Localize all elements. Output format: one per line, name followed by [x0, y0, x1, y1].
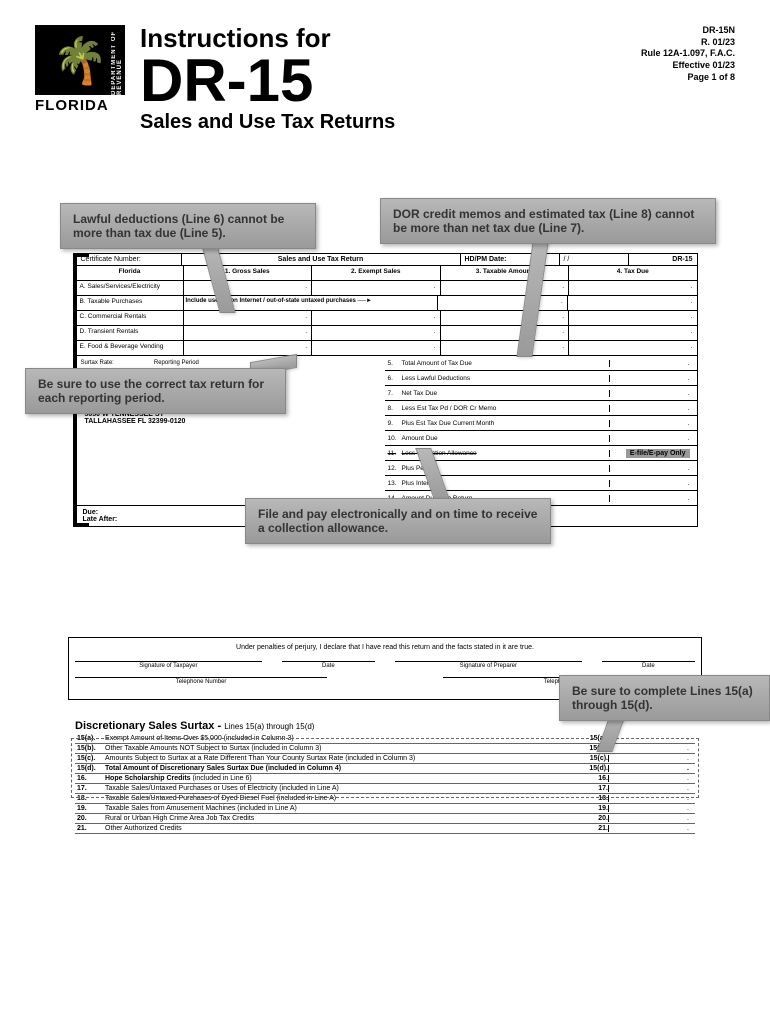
line-7: 7.Net Tax Due.: [385, 386, 697, 401]
reporting-label: Reporting Period: [154, 360, 199, 366]
surtax-title: Discretionary Sales Surtax - Lines 15(a)…: [75, 720, 695, 732]
cell: .: [569, 281, 697, 295]
callout-deductions: Lawful deductions (Line 6) cannot be mor…: [60, 203, 316, 249]
penalty-statement: Under penalties of perjury, I declare th…: [75, 644, 695, 651]
cell: .: [569, 341, 697, 355]
line-9: 9.Plus Est Tax Due Current Month.: [385, 416, 697, 431]
row-a-label: A. Sales/Services/Electricity: [77, 281, 184, 295]
row-17: 17.Taxable Sales/Untaxed Purchases or Us…: [75, 784, 695, 794]
title-block: Instructions for DR-15 Sales and Use Tax…: [140, 25, 626, 133]
row-e: E. Food & Beverage Vending . . . .: [77, 341, 697, 356]
addr3: TALLAHASSEE FL 32399-0120: [85, 418, 377, 425]
line-6: 6.Less Lawful Deductions.: [385, 371, 697, 386]
cell: .: [312, 281, 441, 295]
row-15d: 15(d).Total Amount of Discretionary Sale…: [75, 764, 695, 774]
state-label: Florida: [77, 266, 184, 280]
meta-formid: DR-15N: [641, 25, 735, 37]
surtax-rate-label: Surtax Rate:: [81, 360, 114, 366]
cell: .: [441, 326, 570, 340]
line-5: 5.Total Amount of Tax Due.: [385, 356, 697, 371]
col-taxable: 3. Taxable Amount: [441, 266, 570, 280]
phone1: Telephone Number: [75, 677, 327, 685]
meta-rev: R. 01/23: [641, 37, 735, 49]
dept-label: DEPARTMENT OF REVENUE: [111, 30, 123, 95]
form-title: Sales and Use Tax Return: [182, 254, 461, 265]
cell: .: [569, 326, 697, 340]
row-c: C. Commercial Rentals . . . .: [77, 311, 697, 326]
meta-rule: Rule 12A-1.097, F.A.C.: [641, 48, 735, 60]
cell: .: [184, 341, 313, 355]
dr15-label: DR-15: [629, 254, 697, 265]
cell: .: [441, 341, 570, 355]
column-headers: Florida 1. Gross Sales 2. Exempt Sales 3…: [77, 266, 697, 281]
form-header-row: Certificate Number: Sales and Use Tax Re…: [77, 254, 697, 266]
callout-efile: File and pay electronically and on time …: [245, 498, 551, 544]
row-20: 20.Rural or Urban High Crime Area Job Ta…: [75, 814, 695, 824]
col-exempt: 2. Exempt Sales: [312, 266, 441, 280]
logo-block: 🌴 DEPARTMENT OF REVENUE FLORIDA: [35, 25, 125, 114]
surtax-section: Be sure to complete Lines 15(a) through …: [75, 720, 695, 834]
cell: .: [184, 281, 313, 295]
cell: .: [312, 341, 441, 355]
line-10: 10.Amount Due.: [385, 431, 697, 446]
callout-credit-memos: DOR credit memos and estimated tax (Line…: [380, 198, 716, 244]
row-b: B. Taxable Purchases Include use tax on …: [77, 296, 697, 311]
col-taxdue: 4. Tax Due: [569, 266, 697, 280]
florida-logo: 🌴 DEPARTMENT OF REVENUE: [35, 25, 125, 95]
meta-effective: Effective 01/23: [641, 60, 735, 72]
row-16: 16.Hope Scholarship Credits (included in…: [75, 774, 695, 784]
row-19: 19.Taxable Sales from Amusement Machines…: [75, 804, 695, 814]
corner-tl: [73, 253, 89, 269]
col-gross: 1. Gross Sales: [184, 266, 313, 280]
document-header: 🌴 DEPARTMENT OF REVENUE FLORIDA Instruct…: [35, 25, 735, 133]
florida-text: FLORIDA: [35, 97, 125, 114]
cell: .: [184, 311, 313, 325]
sig-date1: Date: [282, 661, 375, 669]
cert-label: Certificate Number:: [77, 254, 182, 265]
cell: .: [312, 326, 441, 340]
line-8: 8.Less Est Tax Pd / DOR Cr Memo.: [385, 401, 697, 416]
title-subtitle: Sales and Use Tax Returns: [140, 111, 626, 133]
sig-date2: Date: [602, 661, 695, 669]
cell: .: [569, 311, 697, 325]
cell: .: [184, 326, 313, 340]
corner-bl: [73, 511, 89, 527]
row-15c: 15(c).Amounts Subject to Surtax at a Rat…: [75, 754, 695, 764]
cell: .: [312, 311, 441, 325]
cell: .: [441, 281, 570, 295]
cell: .: [568, 296, 697, 310]
row-e-label: E. Food & Beverage Vending: [77, 341, 184, 355]
callout-reporting-period: Be sure to use the correct tax return fo…: [25, 368, 286, 414]
meta-page: Page 1 of 8: [641, 72, 735, 84]
row-21: 21.Other Authorized Credits21..: [75, 824, 695, 834]
row-a: A. Sales/Services/Electricity . . . .: [77, 281, 697, 296]
cell: .: [441, 311, 570, 325]
sig-preparer: Signature of Preparer: [395, 661, 582, 669]
row-c-label: C. Commercial Rentals: [77, 311, 184, 325]
cell: .: [438, 296, 568, 310]
row-18: 18.Taxable Sales/Untaxed Purchases of Dy…: [75, 794, 695, 804]
row-d-label: D. Transient Rentals: [77, 326, 184, 340]
row-d: D. Transient Rentals . . . .: [77, 326, 697, 341]
sig-taxpayer: Signature of Taxpayer: [75, 661, 262, 669]
title-form: DR-15: [140, 51, 626, 111]
row-b-label: B. Taxable Purchases: [77, 296, 184, 310]
callout-lines15: Be sure to complete Lines 15(a) through …: [559, 675, 770, 721]
meta-block: DR-15N R. 01/23 Rule 12A-1.097, F.A.C. E…: [641, 25, 735, 83]
form-section: Lawful deductions (Line 6) cannot be mor…: [35, 253, 735, 527]
date-slashes: / /: [560, 254, 629, 265]
palm-tree-icon: 🌴: [52, 38, 108, 83]
efile-badge: E-file/E-pay Only: [626, 449, 690, 458]
